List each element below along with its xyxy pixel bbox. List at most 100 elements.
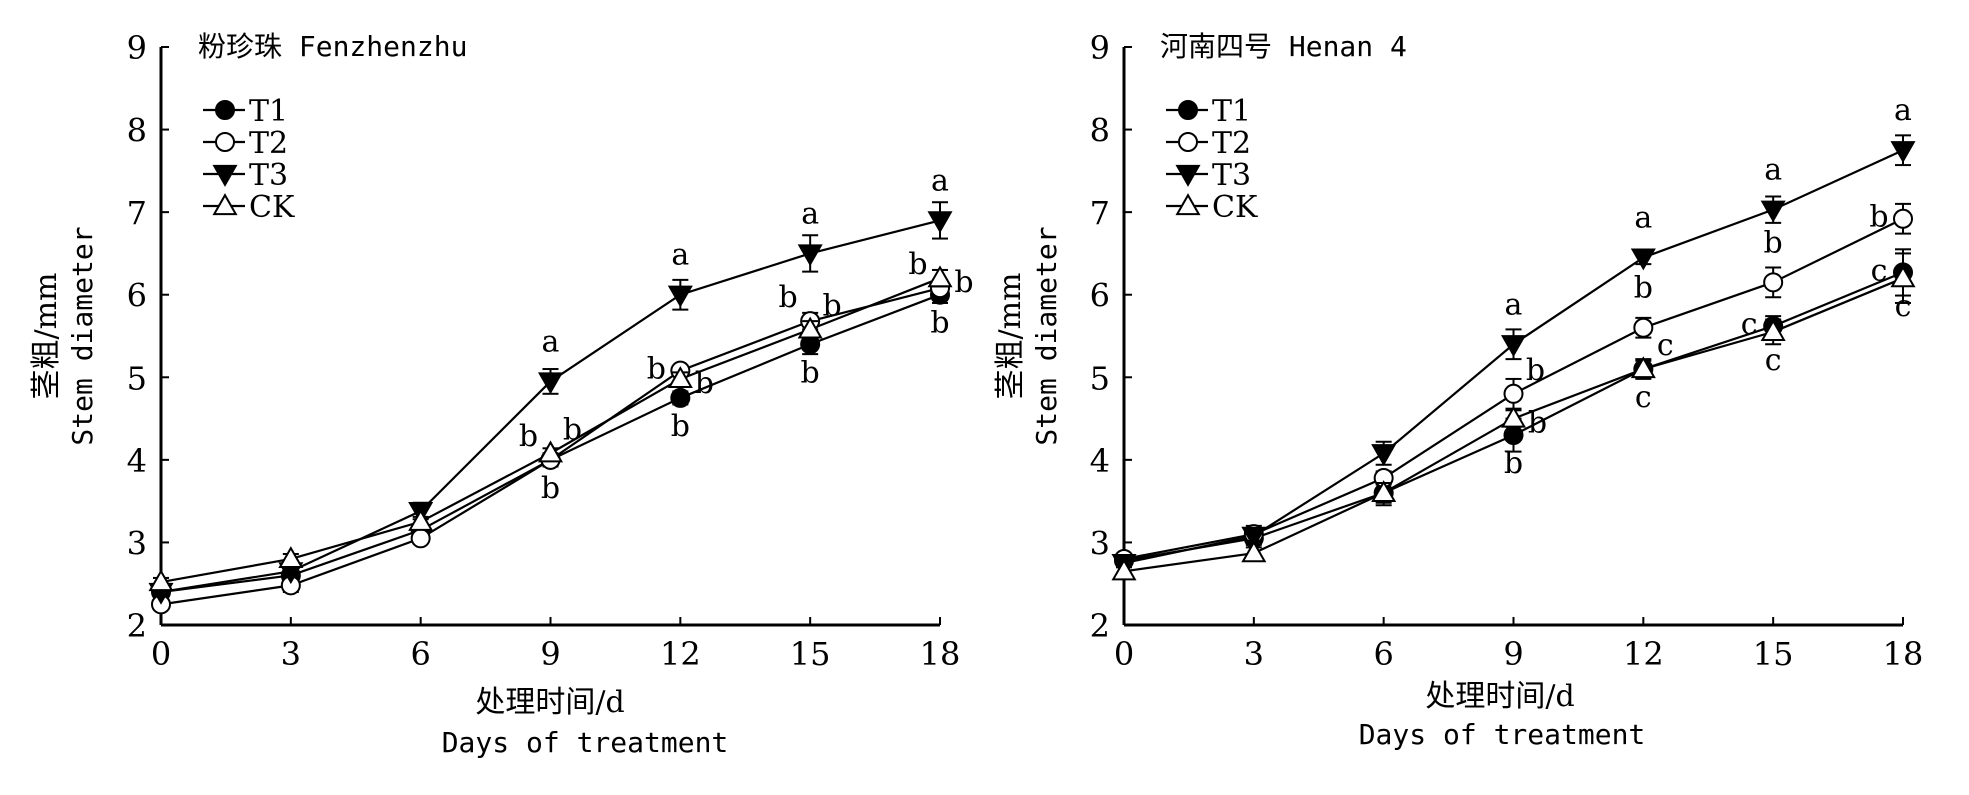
y-tick-label: 6 <box>127 277 147 315</box>
legend-label: T3 <box>1212 158 1251 193</box>
data-point-t3 <box>1241 526 1267 549</box>
significance-letter: b <box>647 352 666 387</box>
data-point-t1 <box>670 387 691 408</box>
chart-panel-henan4: 河南四号 Henan 4 处理时间/d Days of treatment 茎粗… <box>993 29 1923 751</box>
significance-letter: b <box>541 471 560 506</box>
data-point-t3 <box>1371 444 1397 467</box>
data-point-t2 <box>1633 317 1654 338</box>
data-point-ck <box>1111 558 1137 581</box>
significance-letter: c <box>1657 328 1674 363</box>
legend-item-t1: T1 <box>203 94 288 129</box>
significance-letter: b <box>563 412 582 447</box>
y-tick-label: 8 <box>127 112 147 150</box>
data-point-ck <box>408 508 434 531</box>
significance-letter: c <box>1895 289 1912 324</box>
legend-label: T3 <box>249 158 288 193</box>
significance-letter: b <box>908 247 927 282</box>
significance-letter: c <box>1741 307 1758 342</box>
legend-item-t3: T3 <box>203 158 288 193</box>
significance-letter: a <box>801 196 819 231</box>
significance-letter: b <box>1634 271 1653 306</box>
data-point-t3 <box>927 211 953 234</box>
legend-marker-t3 <box>212 164 238 187</box>
data-point-t2 <box>1503 383 1524 404</box>
legend-item-t2: T2 <box>1166 126 1251 161</box>
data-point-ck <box>667 366 693 389</box>
chart-title: 河南四号 Henan 4 <box>1160 30 1407 63</box>
significance-letter: b <box>1526 353 1545 388</box>
legend-marker-t2 <box>1178 132 1198 152</box>
legend-marker-t1 <box>1178 100 1198 120</box>
data-point-t3 <box>667 285 693 308</box>
data-point-ck <box>1500 405 1527 428</box>
data-point-ck <box>278 546 304 569</box>
legend-label: CK <box>1212 190 1258 225</box>
x-axis-label-en: Days of treatment <box>442 726 729 759</box>
legend-marker-t2 <box>215 132 235 152</box>
legend-marker-t3 <box>1175 164 1201 187</box>
data-point-ck <box>1241 540 1267 563</box>
y-tick-label: 9 <box>1090 29 1110 67</box>
x-tick-label: 12 <box>660 635 701 673</box>
data-point-t3 <box>1630 248 1656 271</box>
significance-letter: b <box>519 419 538 454</box>
significance-letter: b <box>1869 200 1888 235</box>
legend-item-ck: CK <box>203 190 295 225</box>
x-tick-label: 0 <box>151 635 171 673</box>
legend-label: T2 <box>1212 126 1251 161</box>
y-tick-label: 6 <box>1090 277 1110 315</box>
significance-letter: b <box>823 288 842 323</box>
x-tick-label: 15 <box>790 635 831 673</box>
legend-item-t2: T2 <box>203 126 288 161</box>
y-tick-label: 5 <box>127 359 147 397</box>
significance-letter: b <box>1764 225 1783 260</box>
x-tick-label: 15 <box>1753 635 1794 673</box>
y-tick-label: 3 <box>127 524 147 562</box>
data-point-t3 <box>1890 141 1916 164</box>
significance-letter: c <box>1765 343 1782 378</box>
legend-label: T1 <box>1212 94 1251 129</box>
y-tick-label: 5 <box>1090 359 1110 397</box>
significance-letter: a <box>1894 93 1912 128</box>
data-point-ck <box>1630 356 1656 379</box>
legend-marker-ck <box>212 193 238 216</box>
chart-title: 粉珍珠 Fenzhenzhu <box>198 30 467 63</box>
legend-item-t1: T1 <box>1166 94 1251 129</box>
data-point-t2 <box>1763 272 1784 293</box>
x-tick-label: 6 <box>1373 635 1393 673</box>
legend-item-t3: T3 <box>1166 158 1251 193</box>
significance-letter: c <box>1635 380 1652 415</box>
x-tick-label: 18 <box>1883 635 1924 673</box>
x-tick-label: 3 <box>1244 635 1264 673</box>
legend-label: CK <box>249 190 295 225</box>
y-axis-label-cn: 茎粗/mm <box>993 272 1028 399</box>
significance-letter: b <box>695 366 714 401</box>
x-tick-label: 12 <box>1623 635 1664 673</box>
legend-item-ck: CK <box>1166 190 1258 225</box>
y-axis-label-en: Stem diameter <box>66 226 99 445</box>
legend-marker-t1 <box>215 100 235 120</box>
x-tick-label: 3 <box>281 635 301 673</box>
x-tick-label: 0 <box>1114 635 1134 673</box>
data-point-t2 <box>410 528 431 549</box>
x-tick-label: 6 <box>410 635 430 673</box>
data-point-ck <box>1371 480 1397 502</box>
significance-letter: a <box>931 163 949 198</box>
data-point-t2 <box>1893 208 1913 229</box>
data-point-ck <box>927 265 953 288</box>
significance-letter: a <box>1764 153 1782 188</box>
significance-letter: b <box>671 409 690 444</box>
series-line-t3 <box>160 219 941 594</box>
significance-letter: b <box>954 265 973 300</box>
legend-label: T2 <box>249 126 288 161</box>
y-axis-label-en: Stem diameter <box>1030 226 1063 445</box>
y-tick-label: 7 <box>127 194 147 232</box>
x-tick-label: 9 <box>540 635 560 673</box>
y-tick-label: 4 <box>1090 442 1110 480</box>
data-point-ck <box>537 440 564 463</box>
x-axis-label-cn: 处理时间/d <box>1425 679 1574 714</box>
y-axis-label-cn: 茎粗/mm <box>29 272 64 399</box>
significance-letter: a <box>1634 201 1652 236</box>
y-tick-label: 8 <box>1090 112 1110 150</box>
